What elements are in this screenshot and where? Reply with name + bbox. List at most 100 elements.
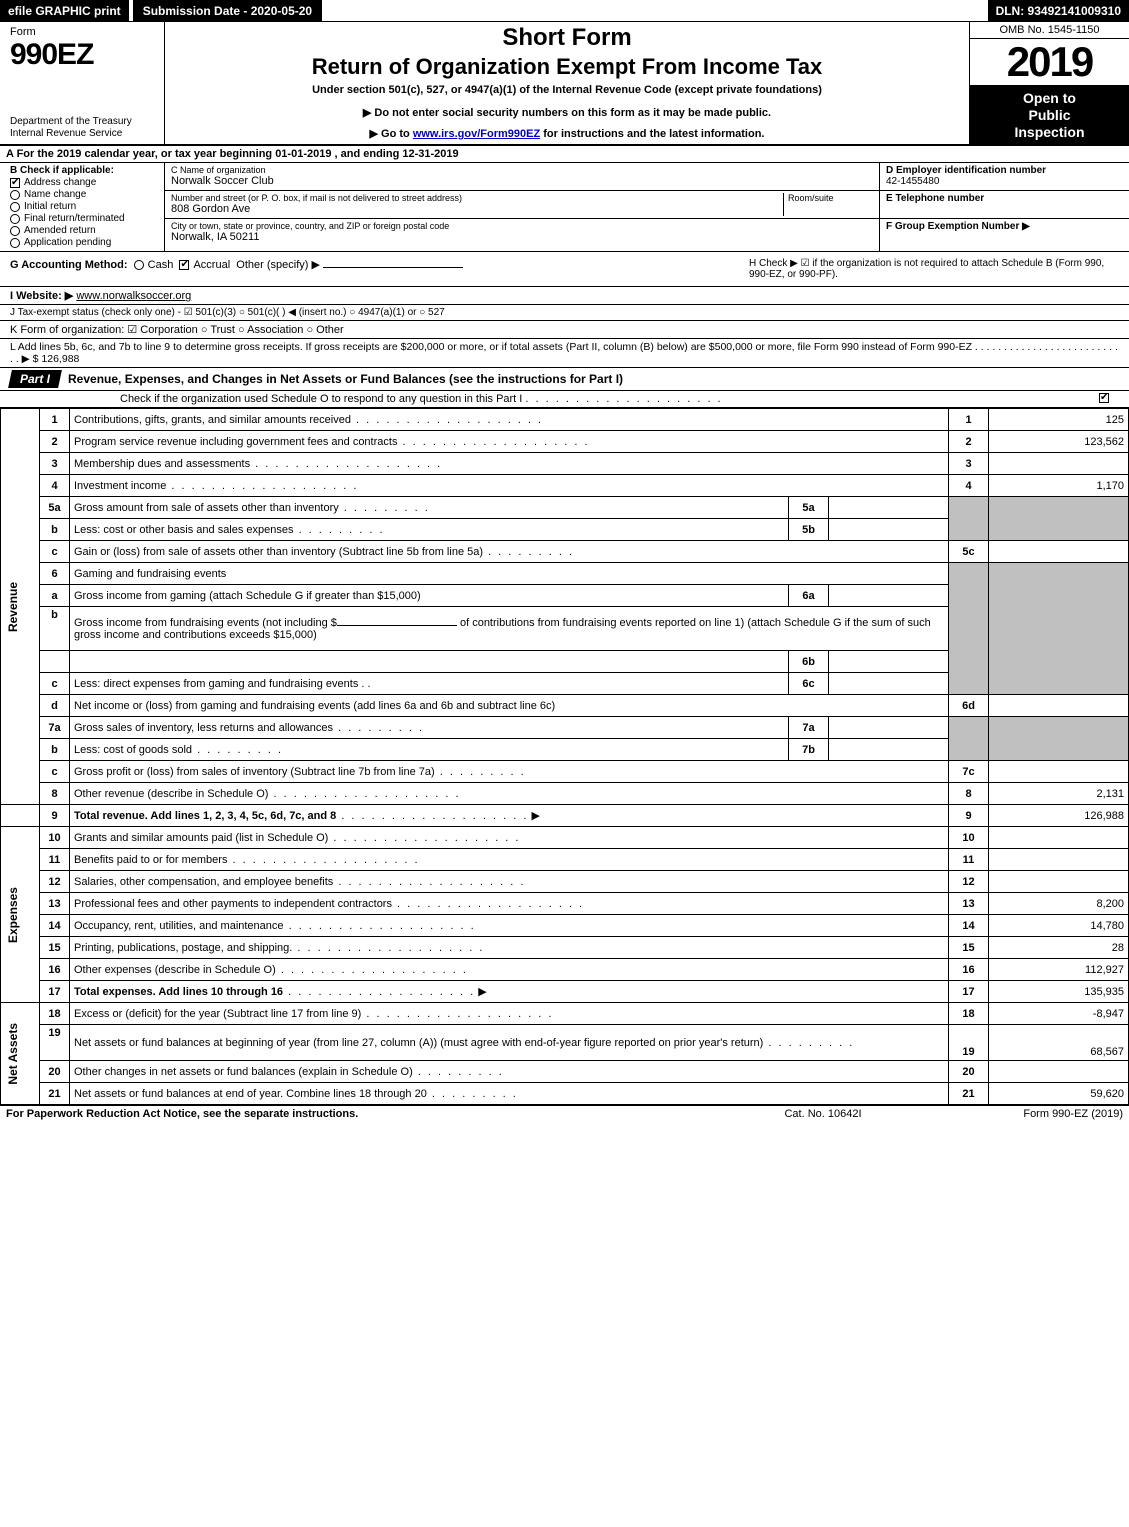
l17-col: 17 [949, 981, 989, 1003]
l7c-col: 7c [949, 761, 989, 783]
l9-amt: 126,988 [989, 805, 1129, 827]
l8-col: 8 [949, 783, 989, 805]
chk-initial-return[interactable] [10, 202, 20, 212]
g-accounting: G Accounting Method: Cash Accrual Other … [10, 258, 749, 280]
lbl-cash: Cash [148, 259, 174, 271]
l21-desc: Net assets or fund balances at end of ye… [70, 1083, 949, 1105]
l19-desc: Net assets or fund balances at beginning… [70, 1025, 949, 1061]
l7b-subval [829, 739, 949, 761]
l5c-num: c [40, 541, 70, 563]
part1-title: Revenue, Expenses, and Changes in Net As… [60, 372, 623, 386]
l5b-sub: 5b [789, 519, 829, 541]
lbl-initial-return: Initial return [24, 201, 76, 212]
open-line2: Public [974, 107, 1125, 124]
l20-num: 20 [40, 1061, 70, 1083]
l7a-subval [829, 717, 949, 739]
part1-check[interactable] [1099, 393, 1109, 403]
chk-app-pending[interactable] [10, 238, 20, 248]
lbl-amended-return: Amended return [24, 225, 96, 236]
l18-num: 18 [40, 1003, 70, 1025]
website-value[interactable]: www.norwalksoccer.org [76, 290, 191, 302]
l20-col: 20 [949, 1061, 989, 1083]
expenses-sidelabel: Expenses [1, 827, 40, 1003]
l6d-col: 6d [949, 695, 989, 717]
l11-amt [989, 849, 1129, 871]
l7ab-grey-amt [989, 717, 1129, 761]
l4-desc: Investment income [70, 475, 949, 497]
l18-col: 18 [949, 1003, 989, 1025]
l6d-num: d [40, 695, 70, 717]
l3-desc: Membership dues and assessments [70, 453, 949, 475]
goto-line: ▶ Go to www.irs.gov/Form990EZ for instru… [175, 127, 959, 140]
financial-table: Revenue 1 Contributions, gifts, grants, … [0, 408, 1129, 1105]
chk-cash[interactable] [134, 260, 144, 270]
header-right: OMB No. 1545-1150 2019 Open to Public In… [969, 22, 1129, 144]
l5b-desc: Less: cost or other basis and sales expe… [70, 519, 789, 541]
chk-address-change[interactable] [10, 178, 20, 188]
l5ab-grey-amt [989, 497, 1129, 541]
l12-num: 12 [40, 871, 70, 893]
l6c-subval [829, 673, 949, 695]
l4-col: 4 [949, 475, 989, 497]
l16-col: 16 [949, 959, 989, 981]
l6b2-desc [70, 651, 789, 673]
l19-num: 19 [40, 1025, 70, 1061]
l16-amt: 112,927 [989, 959, 1129, 981]
room-label: Room/suite [788, 193, 873, 203]
l5a-num: 5a [40, 497, 70, 519]
part1-check-dots: . . . . . . . . . . . . . . . . . . . . [525, 393, 722, 405]
l13-col: 13 [949, 893, 989, 915]
l21-amt: 59,620 [989, 1083, 1129, 1105]
l7b-desc: Less: cost of goods sold [70, 739, 789, 761]
l17-desc: Total expenses. Add lines 10 through 16 … [70, 981, 949, 1003]
l7b-num: b [40, 739, 70, 761]
other-specify-line[interactable] [323, 267, 463, 268]
l21-col: 21 [949, 1083, 989, 1105]
l6c-num: c [40, 673, 70, 695]
section-b-checkboxes: B Check if applicable: Address change Na… [0, 163, 165, 251]
efile-print-button[interactable]: efile GRAPHIC print [0, 0, 129, 21]
l14-amt: 14,780 [989, 915, 1129, 937]
part1-badge-wrap: Part I [0, 368, 60, 390]
footer-right: Form 990-EZ (2019) [923, 1108, 1123, 1120]
department-label: Department of the Treasury Internal Reve… [10, 116, 158, 140]
chk-final-return[interactable] [10, 214, 20, 224]
goto-post: for instructions and the latest informat… [540, 128, 764, 140]
chk-amended-return[interactable] [10, 226, 20, 236]
chk-accrual[interactable] [179, 260, 189, 270]
line-k-org: K Form of organization: ☑ Corporation ○ … [0, 321, 1129, 339]
topbar-spacer [322, 0, 987, 21]
l1-amt: 125 [989, 409, 1129, 431]
l6b-num: b [40, 607, 70, 651]
l7b-sub: 7b [789, 739, 829, 761]
l6-desc: Gaming and fundraising events [70, 563, 949, 585]
l7a-num: 7a [40, 717, 70, 739]
form-word: Form [10, 26, 158, 38]
part1-check-text: Check if the organization used Schedule … [120, 393, 522, 405]
ein-value: 42-1455480 [886, 176, 1123, 187]
l17-num: 17 [40, 981, 70, 1003]
l14-num: 14 [40, 915, 70, 937]
l1-desc: Contributions, gifts, grants, and simila… [70, 409, 949, 431]
section-b-to-f: B Check if applicable: Address change Na… [0, 163, 1129, 252]
l20-desc: Other changes in net assets or fund bala… [70, 1061, 949, 1083]
l15-num: 15 [40, 937, 70, 959]
page-footer: For Paperwork Reduction Act Notice, see … [0, 1105, 1129, 1122]
lbl-address-change: Address change [24, 177, 96, 188]
l6b2-num [40, 651, 70, 673]
l14-col: 14 [949, 915, 989, 937]
l16-num: 16 [40, 959, 70, 981]
l10-col: 10 [949, 827, 989, 849]
lbl-other: Other (specify) ▶ [236, 259, 320, 271]
l9-desc: Total revenue. Add lines 1, 2, 3, 4, 5c,… [70, 805, 949, 827]
l20-amt [989, 1061, 1129, 1083]
chk-name-change[interactable] [10, 190, 20, 200]
revenue-sidelabel: Revenue [1, 409, 40, 805]
goto-link[interactable]: www.irs.gov/Form990EZ [413, 128, 540, 140]
l2-col: 2 [949, 431, 989, 453]
l1-col: 1 [949, 409, 989, 431]
l6a-desc: Gross income from gaming (attach Schedul… [70, 585, 789, 607]
l5b-subval [829, 519, 949, 541]
l5a-subval [829, 497, 949, 519]
netassets-sidelabel: Net Assets [1, 1003, 40, 1105]
